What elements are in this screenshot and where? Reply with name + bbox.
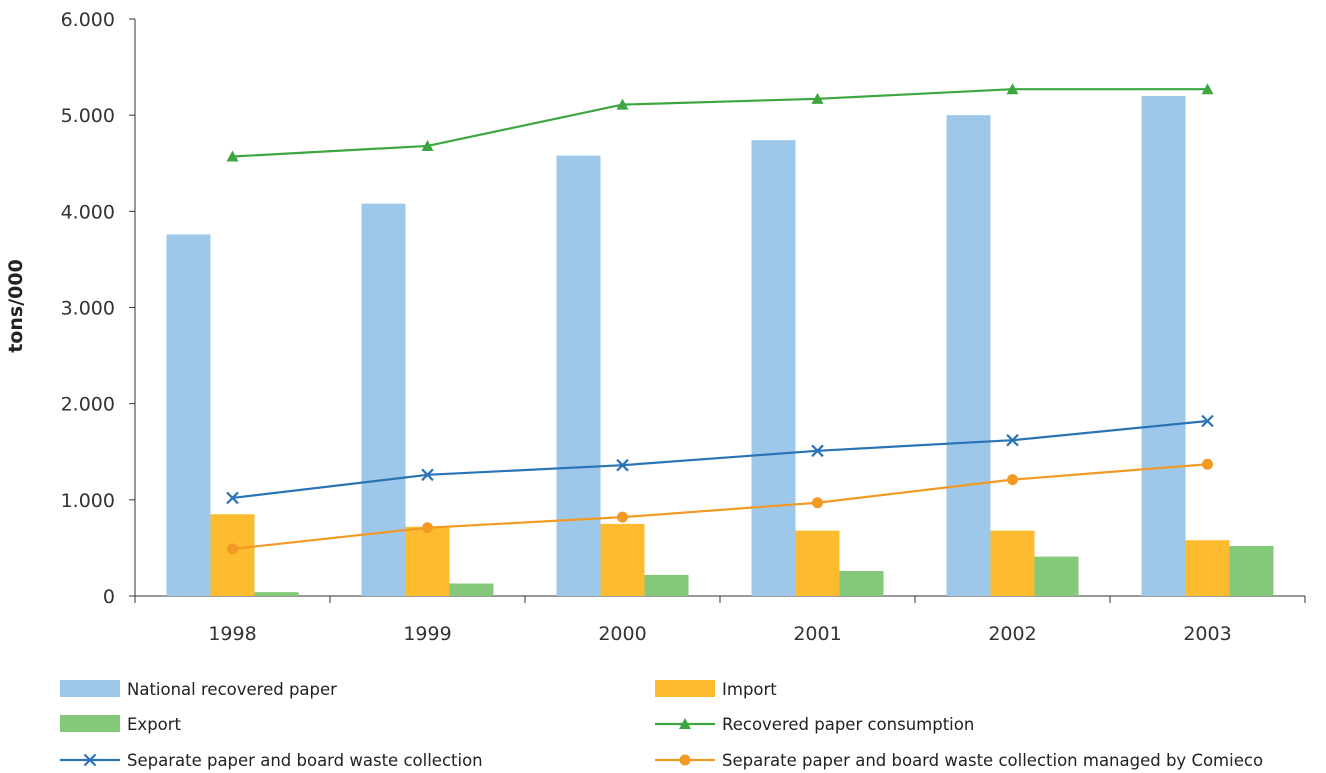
point-separate-paper-and-board-waste-collection-managed-by-comieco [812,497,823,509]
bar-export [449,583,494,596]
legend-label: Import [722,680,777,699]
point-recovered-paper-consumption [226,150,239,162]
x-tick-label: 2002 [988,623,1036,645]
legend-label: Export [127,715,182,734]
y-tick-label: 3.000 [61,298,115,320]
line-separate-paper-and-board-waste-collection-managed-by-comieco [232,463,1208,550]
legend-marker-stroke [83,753,97,767]
y-tick-label: 4.000 [61,201,115,223]
bar-export [1229,545,1274,596]
legend-item-import: Import [655,680,777,699]
point-separate-paper-and-board-waste-collection-managed-by-comieco [617,511,628,523]
bar-export [1034,556,1079,596]
point-separate-paper-and-board-waste-collection [811,444,824,458]
y-tick-label: 1.000 [61,490,115,512]
y-axis-label: tons/000 [5,259,27,353]
y-tick-label: 0 [103,586,115,608]
bar-national-recovered-paper [166,234,211,596]
bars [166,95,1274,597]
x-tick-label: 2003 [1183,623,1231,645]
y-tick-label: 5.000 [61,105,115,127]
point-recovered-paper-consumption [616,98,629,110]
x-tick-label: 2001 [793,623,841,645]
y-tick-label: 6.000 [61,9,115,31]
point-separate-paper-and-board-waste-collection [226,491,239,505]
legend-label: Separate paper and board waste collectio… [127,751,483,770]
point-separate-paper-and-board-waste-collection [421,468,434,482]
point-separate-paper-and-board-waste-collection-managed-by-comieco [422,522,433,534]
bar-national-recovered-paper [946,115,991,597]
legend: National recovered paper Import Export Reco… [60,680,1263,770]
point-recovered-paper-consumption [1006,83,1019,95]
point-separate-paper-and-board-waste-collection-stroke [421,468,434,482]
legend-swatch [60,680,120,697]
bar-export [254,592,299,596]
point-separate-paper-and-board-waste-collection [1201,414,1214,428]
bar-export [839,570,884,596]
bar-import [210,514,255,596]
bar-national-recovered-paper [361,203,406,596]
legend-marker [679,754,691,766]
legend-marker [83,753,97,767]
legend-item-separate-paper-and-board-waste-collection-managed-by-comieco: Separate paper and board waste collectio… [655,751,1263,770]
line-separate-paper-and-board-waste-collection [232,419,1208,500]
bar-import [795,530,840,596]
point-separate-paper-and-board-waste-collection [616,458,629,472]
bar-national-recovered-paper [556,155,601,596]
legend-label: National recovered paper [127,680,337,699]
legend-label: Separate paper and board waste collectio… [722,751,1263,770]
point-recovered-paper-consumption [421,139,434,151]
x-tick-label: 1999 [403,623,451,645]
point-separate-paper-and-board-waste-collection-stroke [1201,414,1214,428]
point-separate-paper-and-board-waste-collection-stroke [811,444,824,458]
x-tick-label: 2000 [598,623,646,645]
point-separate-paper-and-board-waste-collection-stroke [226,491,239,505]
bar-import [600,523,645,596]
legend-swatch [60,715,120,732]
line-recovered-paper-consumption [232,88,1208,158]
point-separate-paper-and-board-waste-collection [1006,433,1019,447]
x-tick-label: 1998 [208,623,256,645]
bar-import [990,530,1035,596]
legend-item-separate-paper-and-board-waste-collection: Separate paper and board waste collectio… [60,751,483,770]
bar-national-recovered-paper [1141,95,1186,596]
point-recovered-paper-consumption [811,92,824,104]
point-separate-paper-and-board-waste-collection-stroke [616,458,629,472]
legend-item-recovered-paper-consumption: Recovered paper consumption [655,715,974,734]
legend-item-national-recovered-paper: National recovered paper [60,680,337,699]
bar-export [644,574,689,596]
point-separate-paper-and-board-waste-collection-managed-by-comieco [1007,474,1018,486]
point-separate-paper-and-board-waste-collection-stroke [1006,433,1019,447]
lines [226,83,1214,555]
bar-import [405,526,450,596]
bar-import [1185,540,1230,596]
legend-item-export: Export [60,715,182,734]
bar-national-recovered-paper [751,140,796,597]
point-recovered-paper-consumption [1201,83,1214,95]
point-separate-paper-and-board-waste-collection-managed-by-comieco [1202,458,1213,470]
y-tick-label: 2.000 [61,394,115,416]
axes: 0 1.000 2.000 3.000 4.000 5.000 6.000 1998 1999 2… [61,9,1306,645]
legend-label: Recovered paper consumption [722,715,974,734]
point-separate-paper-and-board-waste-collection-managed-by-comieco [227,543,238,555]
legend-marker [679,718,691,729]
legend-swatch [655,680,715,697]
